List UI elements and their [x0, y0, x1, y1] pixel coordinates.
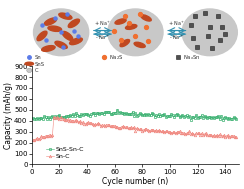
Sn-C — [178, 130, 181, 132]
Ellipse shape — [55, 41, 67, 49]
Text: + Na$^+$: + Na$^+$ — [168, 19, 185, 28]
Ellipse shape — [62, 31, 73, 40]
Sn-C — [33, 139, 36, 141]
Ellipse shape — [25, 62, 33, 65]
SnS-Sn-C — [45, 118, 48, 120]
Ellipse shape — [141, 15, 151, 21]
Sn-C — [235, 136, 238, 139]
Sn-C — [32, 139, 35, 141]
Sn-C — [59, 116, 62, 118]
Ellipse shape — [134, 42, 145, 47]
Ellipse shape — [59, 13, 72, 19]
Ellipse shape — [37, 31, 47, 41]
Sn-C — [47, 135, 50, 137]
X-axis label: Cycle number (n): Cycle number (n) — [102, 177, 169, 186]
SnS-Sn-C — [157, 113, 160, 115]
SnS-Sn-C — [177, 114, 180, 116]
Circle shape — [33, 9, 89, 56]
SnS-Sn-C — [130, 113, 133, 115]
Text: SnS: SnS — [35, 62, 45, 67]
Line: Sn-C: Sn-C — [32, 116, 238, 141]
Ellipse shape — [120, 40, 130, 47]
SnS-Sn-C — [32, 117, 35, 120]
SnS-Sn-C — [134, 112, 137, 115]
Text: - Na$^+$: - Na$^+$ — [95, 33, 110, 42]
Text: Sn: Sn — [35, 55, 41, 60]
Text: Na$_2$S: Na$_2$S — [109, 53, 124, 62]
Text: Na$_{x}$Sn: Na$_{x}$Sn — [183, 53, 201, 62]
Ellipse shape — [44, 18, 57, 25]
Circle shape — [27, 68, 32, 73]
Y-axis label: Capacity (mAh/g): Capacity (mAh/g) — [4, 82, 13, 149]
SnS-Sn-C — [116, 108, 119, 111]
Ellipse shape — [42, 46, 55, 51]
Sn-C — [131, 127, 134, 129]
SnS-Sn-C — [70, 115, 73, 117]
SnS-Sn-C — [235, 118, 238, 120]
Text: C: C — [35, 68, 38, 73]
Line: SnS-Sn-C: SnS-Sn-C — [32, 108, 238, 121]
Ellipse shape — [68, 19, 80, 28]
Sn-C — [73, 120, 76, 122]
Text: - Na$^+$: - Na$^+$ — [169, 33, 184, 42]
Ellipse shape — [70, 38, 82, 45]
Sn-C — [135, 127, 138, 129]
Ellipse shape — [48, 26, 61, 31]
Ellipse shape — [125, 25, 137, 29]
Ellipse shape — [115, 19, 126, 24]
Sn-C — [159, 130, 162, 133]
Legend: SnS-Sn-C, Sn-C: SnS-Sn-C, Sn-C — [45, 146, 86, 160]
Circle shape — [108, 9, 163, 56]
SnS-Sn-C — [221, 119, 224, 121]
Text: + Na$^+$: + Na$^+$ — [94, 19, 111, 28]
Circle shape — [182, 9, 237, 56]
